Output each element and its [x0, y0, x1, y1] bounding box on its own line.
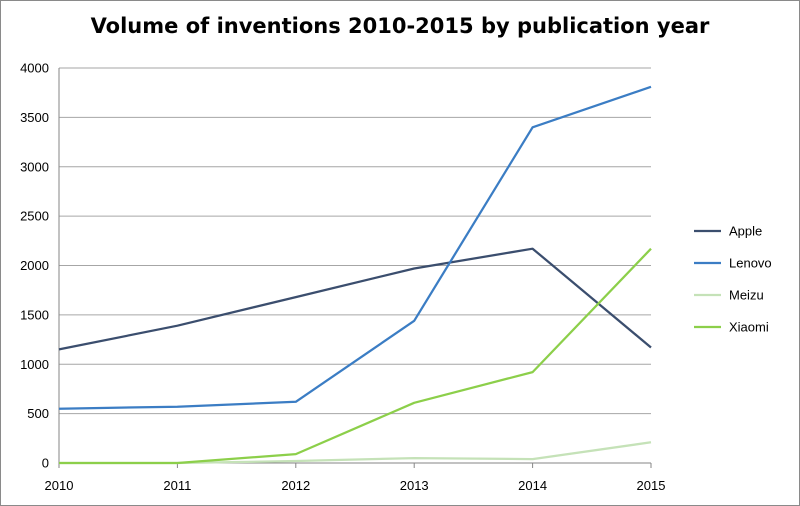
- y-tick-label: 4000: [20, 61, 49, 76]
- x-tick-label: 2011: [163, 478, 191, 493]
- x-tick-label: 2012: [281, 478, 310, 493]
- x-tick-labels: 2010 2011 2012 2013 2014 2015: [45, 478, 666, 493]
- legend-label-xiaomi: Xiaomi: [729, 320, 769, 335]
- x-tick-label: 2014: [518, 478, 547, 493]
- y-tick-label: 3500: [20, 110, 49, 125]
- y-tick-label: 3000: [20, 159, 49, 174]
- legend-label-lenovo: Lenovo: [729, 256, 772, 271]
- y-tick-labels: 0 500 1000 1500 2000 2500 3000 3500 4000: [20, 61, 49, 471]
- series-line-lenovo: [58, 85, 652, 410]
- y-tick-label: 2000: [20, 258, 49, 273]
- legend-label-apple: Apple: [729, 224, 762, 239]
- y-tick-label: 1500: [20, 307, 49, 322]
- y-tick-label: 500: [27, 406, 49, 421]
- x-tick-label: 2010: [45, 478, 74, 493]
- x-tick-label: 2013: [400, 478, 429, 493]
- series-line-meizu: [59, 441, 652, 465]
- series-line-xiaomi: [59, 247, 652, 465]
- y-tick-label: 0: [42, 456, 49, 471]
- series-line-apple: [58, 247, 652, 351]
- x-tick-label: 2015: [637, 478, 666, 493]
- y-tick-label: 2500: [20, 209, 49, 224]
- legend: Apple Lenovo Meizu Xiaomi: [694, 224, 772, 335]
- legend-label-meizu: Meizu: [729, 288, 764, 303]
- chart-title: Volume of inventions 2010-2015 by public…: [90, 14, 710, 38]
- series-lines: [58, 85, 652, 465]
- y-tick-label: 1000: [20, 357, 49, 372]
